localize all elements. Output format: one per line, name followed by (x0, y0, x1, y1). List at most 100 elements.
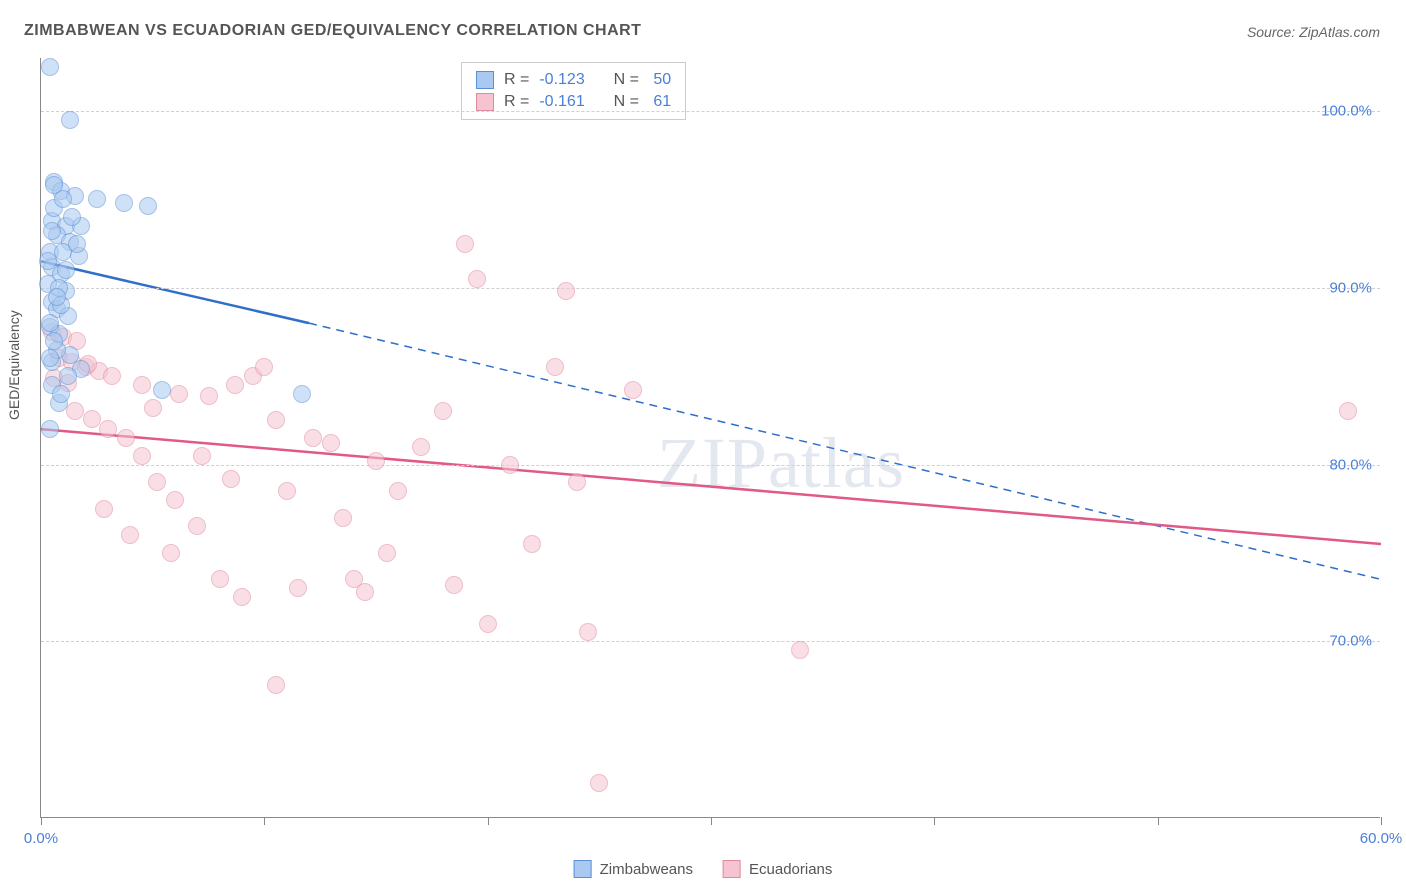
stats-swatch-icon (476, 93, 494, 111)
legend-item-ecuadorians: Ecuadorians (723, 860, 832, 878)
x-tick (934, 817, 935, 825)
legend-item-zimbabweans: Zimbabweans (574, 860, 693, 878)
scatter-point-ecuadorians (412, 438, 430, 456)
scatter-point-ecuadorians (233, 588, 251, 606)
gridline (41, 465, 1380, 466)
legend-swatch-icon (574, 860, 592, 878)
scatter-point-ecuadorians (222, 470, 240, 488)
scatter-point-ecuadorians (211, 570, 229, 588)
scatter-point-zimbabweans (41, 349, 59, 367)
source-attribution: Source: ZipAtlas.com (1247, 24, 1380, 40)
scatter-point-zimbabweans (48, 288, 66, 306)
scatter-point-zimbabweans (153, 381, 171, 399)
gridline (41, 641, 1380, 642)
x-tick (41, 817, 42, 825)
scatter-point-ecuadorians (579, 623, 597, 641)
scatter-point-zimbabweans (59, 367, 77, 385)
gridline (41, 288, 1380, 289)
x-tick (264, 817, 265, 825)
scatter-point-zimbabweans (63, 208, 81, 226)
scatter-point-ecuadorians (367, 452, 385, 470)
stats-r-value: -0.161 (539, 93, 584, 111)
scatter-point-ecuadorians (434, 402, 452, 420)
x-tick (488, 817, 489, 825)
x-tick (711, 817, 712, 825)
y-tick-label: 80.0% (1329, 456, 1372, 473)
scatter-point-zimbabweans (88, 190, 106, 208)
scatter-point-ecuadorians (226, 376, 244, 394)
scatter-point-ecuadorians (445, 576, 463, 594)
legend-label: Zimbabweans (600, 861, 693, 878)
legend-swatch-icon (723, 860, 741, 878)
y-tick-label: 70.0% (1329, 633, 1372, 650)
scatter-point-zimbabweans (68, 235, 86, 253)
scatter-point-zimbabweans (41, 420, 59, 438)
scatter-point-ecuadorians (162, 544, 180, 562)
stats-n-label: N = (614, 93, 639, 111)
y-tick-label: 100.0% (1321, 103, 1372, 120)
stats-r-label: R = (504, 93, 529, 111)
x-tick (1158, 817, 1159, 825)
scatter-point-zimbabweans (293, 385, 311, 403)
trend-line-zimbabweans (41, 261, 309, 323)
scatter-point-zimbabweans (115, 194, 133, 212)
trend-line-dashed-zimbabweans (309, 323, 1381, 579)
x-tick-label: 0.0% (24, 830, 58, 847)
scatter-point-zimbabweans (41, 58, 59, 76)
x-tick-label: 60.0% (1360, 830, 1403, 847)
scatter-point-zimbabweans (57, 261, 75, 279)
x-tick (1381, 817, 1382, 825)
scatter-point-zimbabweans (39, 252, 57, 270)
scatter-point-ecuadorians (568, 473, 586, 491)
scatter-point-ecuadorians (200, 387, 218, 405)
scatter-point-ecuadorians (501, 456, 519, 474)
stats-row-ecuadorians: R = -0.161 N = 61 (476, 91, 671, 113)
scatter-point-ecuadorians (322, 434, 340, 452)
scatter-point-ecuadorians (378, 544, 396, 562)
scatter-point-ecuadorians (523, 535, 541, 553)
scatter-point-ecuadorians (791, 641, 809, 659)
chart-title: ZIMBABWEAN VS ECUADORIAN GED/EQUIVALENCY… (24, 22, 641, 40)
y-axis-label: GED/Equivalency (6, 310, 22, 420)
y-tick-label: 90.0% (1329, 279, 1372, 296)
scatter-point-ecuadorians (468, 270, 486, 288)
stats-n-label: N = (614, 71, 639, 89)
scatter-point-ecuadorians (170, 385, 188, 403)
scatter-point-ecuadorians (117, 429, 135, 447)
scatter-point-ecuadorians (334, 509, 352, 527)
scatter-point-ecuadorians (267, 676, 285, 694)
trend-line-ecuadorians (41, 429, 1381, 544)
scatter-point-ecuadorians (121, 526, 139, 544)
scatter-point-ecuadorians (557, 282, 575, 300)
stats-r-label: R = (504, 71, 529, 89)
scatter-point-ecuadorians (133, 447, 151, 465)
scatter-point-ecuadorians (99, 420, 117, 438)
scatter-point-ecuadorians (144, 399, 162, 417)
scatter-point-ecuadorians (1339, 402, 1357, 420)
gridline (41, 111, 1380, 112)
scatter-point-ecuadorians (304, 429, 322, 447)
stats-n-value: 50 (649, 71, 671, 89)
scatter-point-ecuadorians (289, 579, 307, 597)
scatter-point-ecuadorians (66, 402, 84, 420)
scatter-point-zimbabweans (45, 332, 63, 350)
scatter-point-ecuadorians (133, 376, 151, 394)
scatter-point-ecuadorians (255, 358, 273, 376)
stats-swatch-icon (476, 71, 494, 89)
scatter-point-zimbabweans (45, 176, 63, 194)
scatter-point-ecuadorians (166, 491, 184, 509)
stats-n-value: 61 (649, 93, 671, 111)
stats-r-value: -0.123 (539, 71, 584, 89)
scatter-point-zimbabweans (41, 314, 59, 332)
scatter-point-ecuadorians (278, 482, 296, 500)
scatter-point-ecuadorians (95, 500, 113, 518)
trend-lines-layer (41, 58, 1381, 818)
scatter-point-zimbabweans (52, 385, 70, 403)
scatter-point-ecuadorians (148, 473, 166, 491)
scatter-point-ecuadorians (267, 411, 285, 429)
scatter-point-zimbabweans (43, 222, 61, 240)
scatter-point-ecuadorians (546, 358, 564, 376)
scatter-point-ecuadorians (456, 235, 474, 253)
scatter-point-ecuadorians (479, 615, 497, 633)
legend-label: Ecuadorians (749, 861, 832, 878)
